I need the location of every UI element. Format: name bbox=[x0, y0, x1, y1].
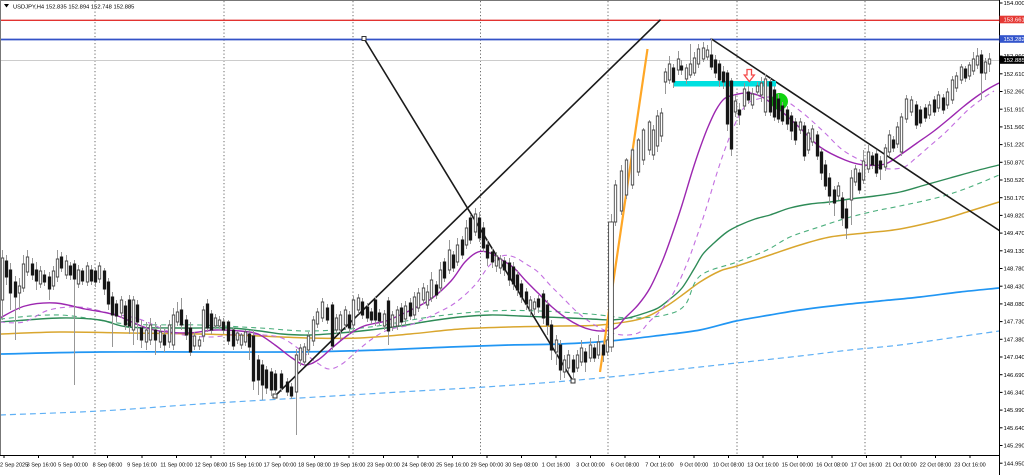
svg-text:146.690: 146.690 bbox=[1004, 373, 1024, 379]
svg-text:11 Sep 00:00: 11 Sep 00:00 bbox=[160, 463, 192, 469]
svg-text:9 Oct 00:00: 9 Oct 00:00 bbox=[680, 463, 708, 469]
svg-text:151.910: 151.910 bbox=[1004, 107, 1024, 113]
svg-text:145.640: 145.640 bbox=[1004, 426, 1024, 432]
svg-text:148.080: 148.080 bbox=[1004, 302, 1024, 308]
svg-text:1 Oct 16:00: 1 Oct 16:00 bbox=[542, 463, 570, 469]
svg-text:15 Sep 16:00: 15 Sep 16:00 bbox=[229, 463, 262, 469]
svg-text:153.282: 153.282 bbox=[1004, 37, 1024, 43]
svg-text:147.730: 147.730 bbox=[1004, 320, 1024, 326]
svg-text:148.780: 148.780 bbox=[1004, 267, 1024, 273]
svg-text:24 Sep 08:00: 24 Sep 08:00 bbox=[402, 463, 435, 469]
svg-text:30 Sep 08:00: 30 Sep 08:00 bbox=[505, 463, 538, 469]
svg-text:149.820: 149.820 bbox=[1004, 214, 1024, 220]
svg-text:5 Sep 00:00: 5 Sep 00:00 bbox=[58, 463, 88, 469]
svg-text:12 Sep 08:00: 12 Sep 08:00 bbox=[195, 463, 228, 469]
svg-text:149.470: 149.470 bbox=[1004, 231, 1024, 237]
svg-text:150.870: 150.870 bbox=[1004, 160, 1024, 166]
svg-text:152.260: 152.260 bbox=[1004, 90, 1024, 96]
svg-text:19 Sep 16:00: 19 Sep 16:00 bbox=[333, 463, 366, 469]
svg-text:3 Sep 16:00: 3 Sep 16:00 bbox=[27, 463, 57, 469]
svg-text:151.560: 151.560 bbox=[1004, 125, 1024, 131]
svg-text:147.040: 147.040 bbox=[1004, 355, 1024, 361]
svg-text:18 Sep 08:00: 18 Sep 08:00 bbox=[298, 463, 331, 469]
svg-text:148.430: 148.430 bbox=[1004, 284, 1024, 290]
svg-text:9 Sep 16:00: 9 Sep 16:00 bbox=[127, 463, 157, 469]
svg-text:151.220: 151.220 bbox=[1004, 143, 1024, 149]
svg-text:21 Oct 00:00: 21 Oct 00:00 bbox=[885, 463, 917, 469]
svg-text:29 Sep 00:00: 29 Sep 00:00 bbox=[471, 463, 504, 469]
svg-text:23 Oct 16:00: 23 Oct 16:00 bbox=[954, 463, 986, 469]
svg-text:145.290: 145.290 bbox=[1004, 444, 1024, 450]
svg-text:15 Oct 00:00: 15 Oct 00:00 bbox=[782, 463, 814, 469]
svg-text:25 Sep 16:00: 25 Sep 16:00 bbox=[436, 463, 469, 469]
svg-text:153.661: 153.661 bbox=[1004, 18, 1024, 24]
svg-text:2 Sep 2025: 2 Sep 2025 bbox=[0, 463, 28, 469]
svg-text:145.990: 145.990 bbox=[1004, 408, 1024, 414]
svg-text:23 Sep 00:00: 23 Sep 00:00 bbox=[367, 463, 400, 469]
svg-text:7 Oct 16:00: 7 Oct 16:00 bbox=[645, 463, 673, 469]
svg-text:8 Sep 08:00: 8 Sep 08:00 bbox=[93, 463, 123, 469]
svg-text:152.885: 152.885 bbox=[1004, 58, 1024, 64]
svg-text:150.170: 150.170 bbox=[1004, 196, 1024, 202]
svg-text:17 Sep 00:00: 17 Sep 00:00 bbox=[264, 463, 297, 469]
svg-text:13 Oct 16:00: 13 Oct 16:00 bbox=[747, 463, 779, 469]
svg-text:16 Oct 08:00: 16 Oct 08:00 bbox=[816, 463, 848, 469]
svg-text:USDJPY,H4 152.835 152.894 152: USDJPY,H4 152.835 152.894 152.748 152.88… bbox=[13, 5, 134, 11]
svg-text:146.340: 146.340 bbox=[1004, 391, 1024, 397]
svg-text:3 Oct 00:00: 3 Oct 00:00 bbox=[576, 463, 604, 469]
svg-text:154.000: 154.000 bbox=[1004, 1, 1024, 7]
svg-text:147.380: 147.380 bbox=[1004, 337, 1024, 343]
svg-text:152.610: 152.610 bbox=[1004, 72, 1024, 78]
svg-text:10 Oct 08:00: 10 Oct 08:00 bbox=[713, 463, 745, 469]
svg-text:6 Oct 08:00: 6 Oct 08:00 bbox=[611, 463, 639, 469]
svg-text:144.950: 144.950 bbox=[1004, 461, 1024, 467]
svg-text:150.520: 150.520 bbox=[1004, 178, 1024, 184]
svg-text:149.130: 149.130 bbox=[1004, 249, 1024, 255]
svg-text:17 Oct 16:00: 17 Oct 16:00 bbox=[851, 463, 883, 469]
svg-text:22 Oct 08:00: 22 Oct 08:00 bbox=[920, 463, 952, 469]
